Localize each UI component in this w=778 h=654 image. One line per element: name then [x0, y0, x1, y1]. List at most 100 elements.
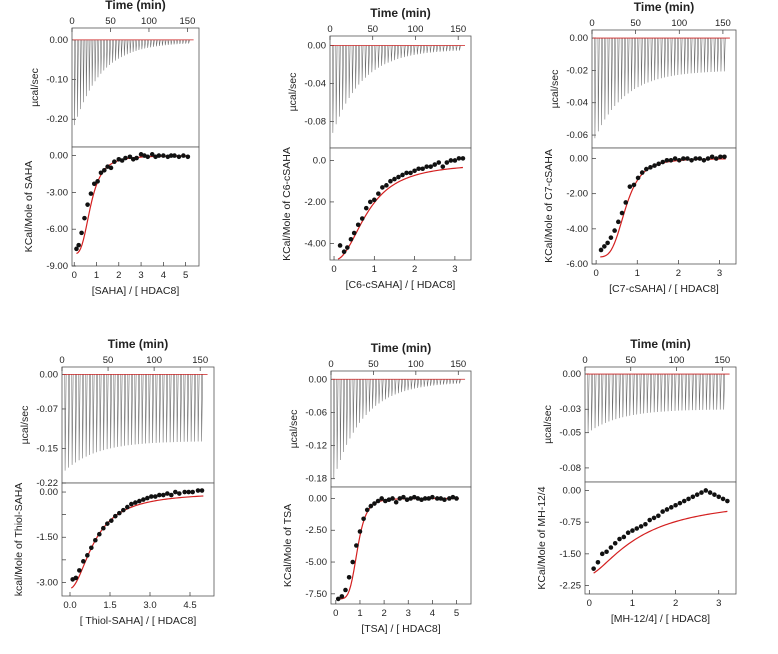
injection-peak [597, 38, 600, 132]
injection-peak [716, 374, 719, 410]
data-point [88, 191, 94, 196]
injection-peak [126, 39, 129, 55]
enthalpy-tick-label: -1.50 [559, 549, 581, 560]
injection-peak [79, 39, 82, 110]
injection-peak [452, 379, 455, 384]
data-point [367, 199, 373, 205]
injection-peak [150, 39, 152, 48]
data-point [392, 176, 397, 182]
data-point [108, 165, 114, 171]
enthalpy-tick-label: -0.75 [559, 517, 581, 528]
data-point [713, 156, 719, 161]
data-point [722, 154, 727, 160]
injection-peak [601, 374, 604, 425]
data-point [396, 174, 401, 180]
injection-peak [400, 379, 403, 393]
enthalpy-tick-label: -2.25 [559, 581, 581, 592]
data-point [623, 200, 629, 205]
time-tick-label: 100 [671, 18, 687, 29]
injection-peak [176, 374, 179, 442]
injection-peak [364, 45, 367, 78]
data-point [416, 166, 421, 172]
enthalpy-tick-label: 0.00 [563, 485, 582, 496]
power-tick-label: -0.22 [36, 478, 58, 489]
injection-peak [653, 374, 656, 413]
injection-peak [624, 38, 627, 97]
injection-peak [190, 374, 193, 442]
data-point [168, 153, 174, 158]
isotherm-frame [329, 147, 472, 261]
data-point [595, 560, 601, 565]
injection-peak [423, 45, 426, 54]
injection-peak [693, 38, 696, 74]
data-point [335, 596, 341, 602]
injection-peak [712, 374, 715, 410]
injection-peak [158, 39, 161, 46]
injection-peak [433, 379, 436, 386]
injection-peak [442, 379, 445, 385]
data-point [605, 240, 610, 246]
injection-peak [654, 38, 656, 81]
injection-peak [607, 38, 610, 115]
data-point [361, 516, 366, 522]
injection-peak [684, 374, 687, 411]
data-point [660, 509, 665, 514]
injection-peak [92, 374, 95, 454]
data-point [97, 531, 102, 537]
injection-peak [371, 379, 374, 409]
time-tick-label: 50 [368, 359, 379, 370]
injection-peak [129, 39, 132, 54]
injection-peak [384, 45, 387, 65]
injection-peak [131, 374, 133, 445]
injection-peak [600, 38, 603, 126]
injection-peak [397, 45, 400, 60]
injection-peak [660, 38, 663, 79]
data-point [430, 494, 435, 500]
data-point [101, 525, 106, 531]
power-tick-label: -0.12 [305, 441, 327, 452]
injection-peak [148, 374, 151, 444]
data-point [627, 184, 633, 189]
injection-peak [680, 38, 683, 75]
injection-peak [637, 38, 640, 88]
injection-peak [723, 374, 726, 410]
ratio-axis-label: [TSA] / [ HDAC8] [361, 623, 440, 635]
ratio-tick-label: 1 [94, 270, 99, 281]
data-point [380, 185, 385, 190]
itc-panel-5: Time (min) 0 50 100 150 0.00 -0.03 -0.05 -0.08 µc… [536, 337, 737, 625]
data-point [442, 497, 447, 503]
injection-peak [617, 38, 620, 103]
injection-peak [400, 45, 403, 59]
injection-peak [351, 45, 354, 94]
power-tick-label: -0.03 [559, 404, 581, 415]
data-point [404, 170, 409, 176]
thermogram-frame [584, 366, 737, 483]
injection-peak [709, 374, 712, 410]
data-point [703, 488, 709, 493]
injection-peak [452, 45, 455, 51]
injection-peak [446, 379, 448, 385]
injection-peak [388, 379, 390, 398]
injection-peak [183, 374, 186, 442]
data-point [127, 154, 133, 160]
data-point [195, 488, 201, 493]
data-point [390, 496, 395, 501]
data-point [199, 488, 205, 493]
ratio-axis-label: [MH-12/4] / [ HDAC8] [611, 613, 710, 625]
power-tick-label: -0.18 [305, 474, 327, 485]
injection-peak [630, 38, 633, 92]
injection-peak [97, 39, 100, 78]
injection-peak [153, 39, 155, 47]
injection-peak [387, 45, 390, 63]
ratio-tick-label: 1 [372, 264, 377, 275]
injection-peak [650, 38, 653, 82]
data-point [355, 222, 361, 228]
injection-peak [391, 379, 394, 396]
injection-peak [141, 39, 144, 50]
power-axis-label: µcal/sec [549, 70, 561, 109]
data-point [93, 537, 98, 543]
injection-peak [713, 38, 716, 72]
injection-peak [155, 39, 158, 47]
data-point [376, 191, 381, 196]
ratio-tick-label: 2 [676, 268, 681, 279]
